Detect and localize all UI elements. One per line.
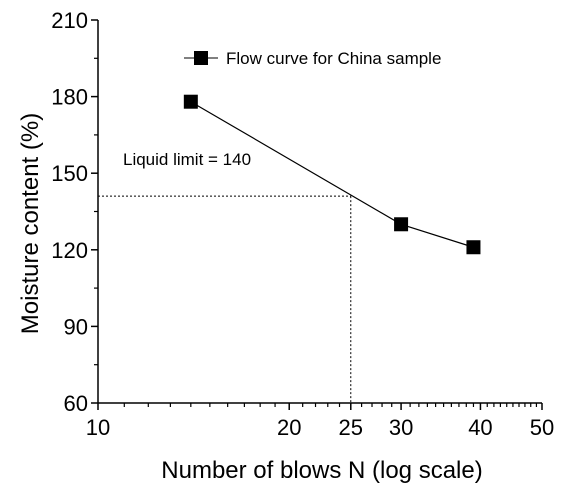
y-tick-label: 210 — [51, 8, 88, 33]
ticks: 60 90 120 150 180 210 10 20 25 30 40 50 — [51, 8, 554, 440]
data-point — [183, 94, 198, 109]
x-tick-label: 30 — [389, 415, 413, 440]
liquid-limit-guides — [98, 195, 352, 403]
liquid-limit-annotation: Liquid limit = 140 — [123, 150, 251, 169]
x-axis-title: Number of blows N (log scale) — [161, 457, 482, 484]
data-point — [394, 217, 409, 232]
legend-marker — [194, 51, 208, 65]
legend-label: Flow curve for China sample — [226, 49, 441, 68]
y-tick-label: 60 — [64, 391, 88, 416]
y-tick-label: 150 — [51, 161, 88, 186]
y-tick-label: 120 — [51, 238, 88, 263]
series-line — [190, 101, 474, 248]
x-tick-label: 50 — [530, 415, 554, 440]
y-axis-title: Moisture content (%) — [17, 113, 44, 334]
series — [183, 94, 481, 255]
data-point — [466, 240, 481, 255]
y-tick-label: 90 — [64, 314, 88, 339]
x-tick-label: 40 — [468, 415, 492, 440]
axes — [97, 20, 542, 404]
x-tick-label: 10 — [86, 415, 110, 440]
x-tick-label: 25 — [339, 415, 363, 440]
y-tick-label: 180 — [51, 85, 88, 110]
legend: Flow curve for China sample — [184, 49, 441, 68]
x-tick-label: 20 — [277, 415, 301, 440]
